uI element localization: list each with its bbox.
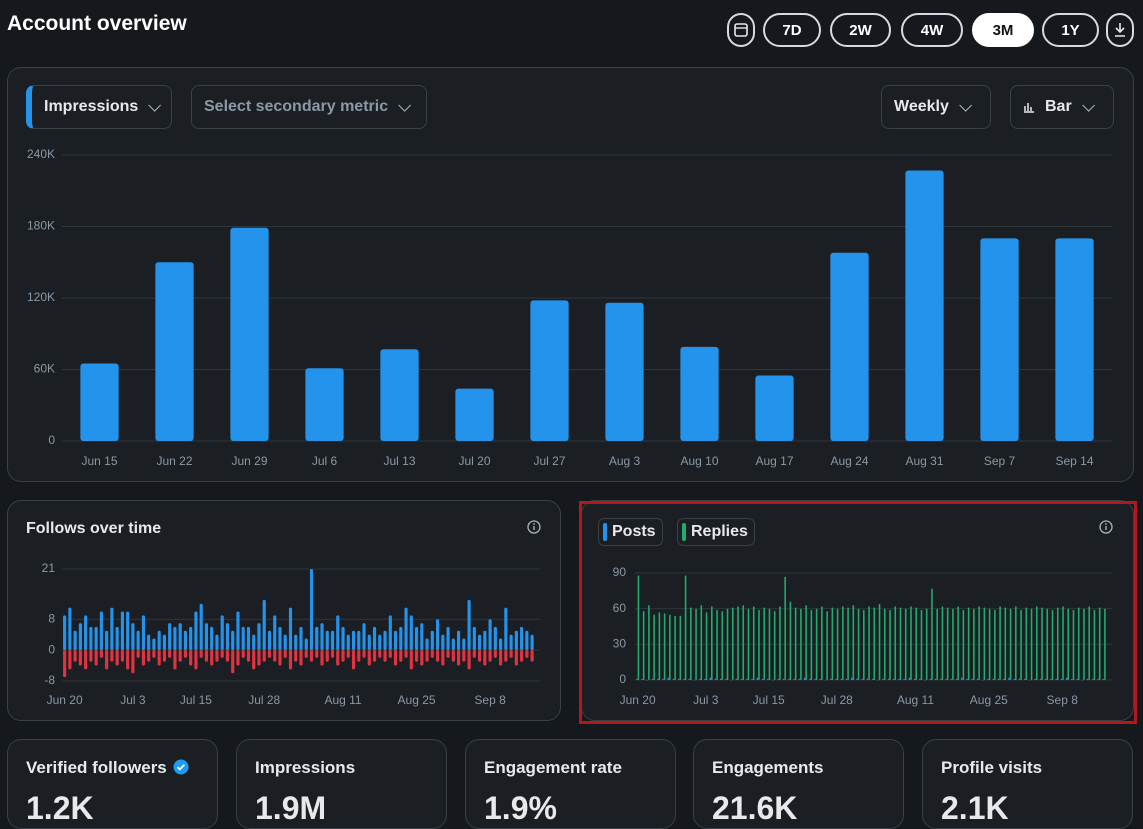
range-button[interactable]: 3M <box>972 13 1034 47</box>
metric-card[interactable]: Engagement rate 1.9% <box>465 739 676 829</box>
metric-card[interactable]: Impressions 1.9M <box>236 739 447 829</box>
range-button[interactable]: 7D <box>763 13 821 47</box>
card-title: Profile visits <box>941 758 1043 777</box>
legend-label: Replies <box>691 523 748 540</box>
info-icon[interactable] <box>526 519 542 535</box>
card-title: Engagements <box>712 758 824 777</box>
legend-swatch <box>603 523 607 541</box>
card-title: Impressions <box>255 758 356 777</box>
chart-type: Bar <box>1045 98 1072 115</box>
chart-type-select[interactable]: Bar <box>1010 85 1114 129</box>
legend-label: Posts <box>612 523 656 540</box>
info-icon[interactable] <box>1098 519 1114 535</box>
follows-title: Follows over time <box>26 520 162 537</box>
legend-replies[interactable]: Replies <box>677 518 755 546</box>
metric-card[interactable]: Verified followers 1.2K <box>7 739 218 829</box>
calendar-icon <box>734 23 748 37</box>
page: Account overview 7D 2W 4W 3M 1Y Impressions … <box>7 12 1137 829</box>
metric-card[interactable]: Profile visits 2.1K <box>922 739 1133 829</box>
metric-card[interactable]: Engagements 21.6K <box>693 739 904 829</box>
legend-swatch <box>682 523 686 541</box>
secondary-metric: Select secondary metric <box>204 98 389 115</box>
bar-icon <box>1024 103 1034 113</box>
page-title: Account overview <box>7 12 187 35</box>
card-title: Engagement rate <box>484 758 622 777</box>
interval: Weekly <box>894 98 949 115</box>
card-value: 1.9% <box>484 790 557 826</box>
primary-metric-select[interactable]: Impressions <box>26 85 172 129</box>
card-value: 21.6K <box>712 790 798 826</box>
legend-posts[interactable]: Posts <box>598 518 663 546</box>
secondary-metric-select[interactable]: Select secondary metric <box>191 85 427 129</box>
download-button[interactable] <box>1106 13 1134 47</box>
card-title: Verified followers <box>26 758 189 778</box>
card-value: 1.9M <box>255 790 327 826</box>
range-button[interactable]: 2W <box>830 13 891 47</box>
highlight-box <box>579 501 1137 724</box>
range-button[interactable]: 4W <box>901 13 963 47</box>
range-button[interactable]: 1Y <box>1042 13 1099 47</box>
main-panel <box>7 67 1134 482</box>
interval-select[interactable]: Weekly <box>881 85 991 129</box>
download-icon <box>1115 23 1125 37</box>
verified-badge <box>173 759 189 775</box>
primary-metric: Impressions <box>44 98 139 115</box>
card-value: 1.2K <box>26 790 94 826</box>
card-value: 2.1K <box>941 790 1009 826</box>
calendar-button[interactable] <box>727 13 755 47</box>
